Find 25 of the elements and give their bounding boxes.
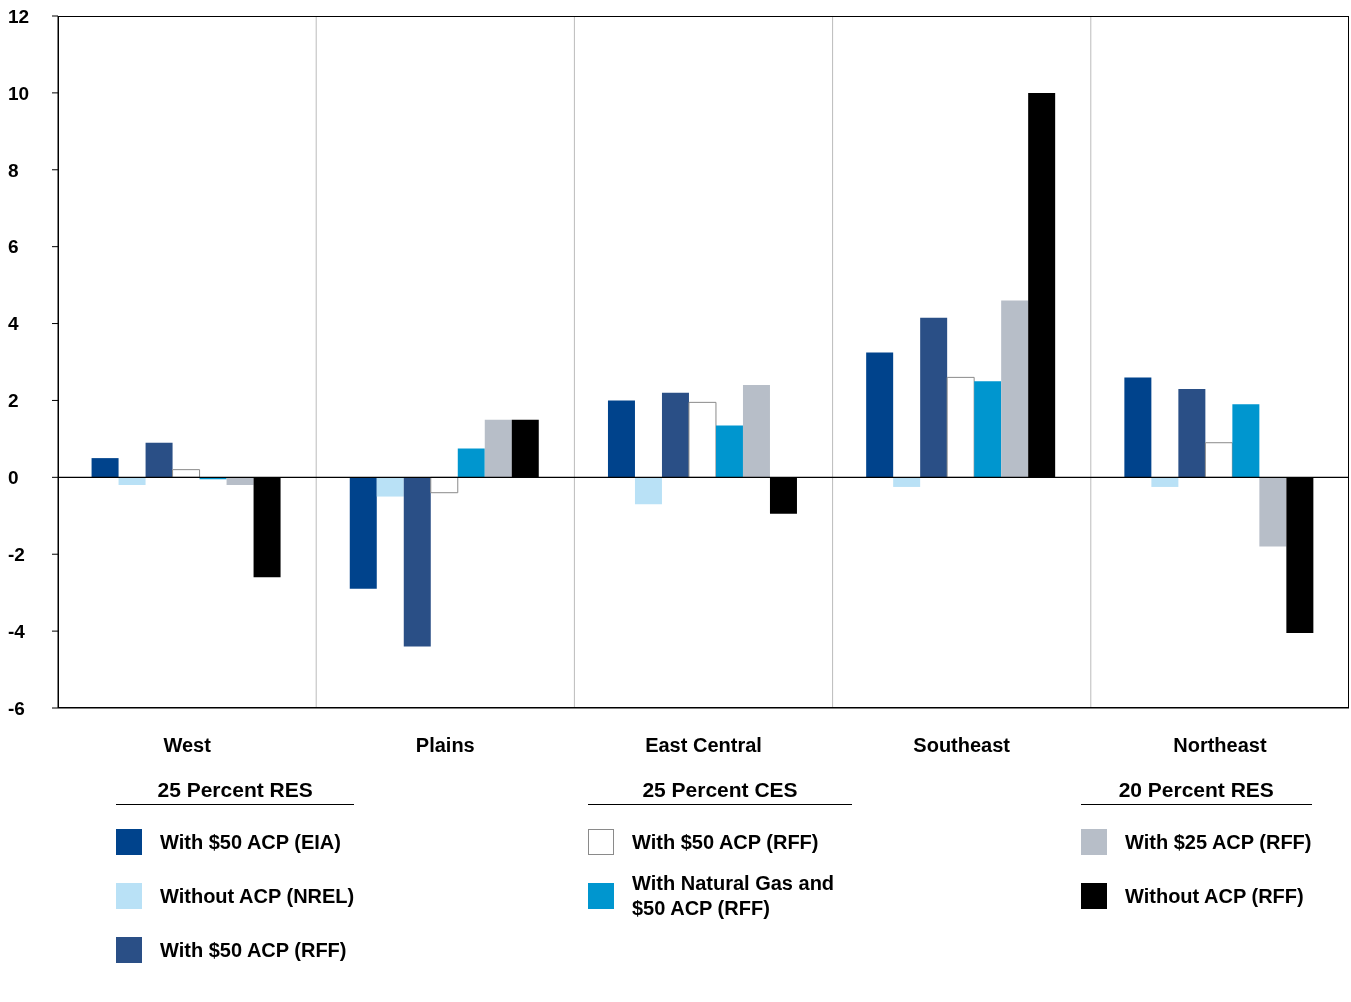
y-tick-label: 0 (8, 467, 19, 489)
legend-label: With $25 ACP (RFF) (1125, 829, 1312, 855)
text: 20 Percent RES (1081, 778, 1312, 805)
y-tick-label: 10 (8, 82, 30, 104)
legend-label: With $50 ACP (EIA) (160, 829, 341, 855)
x-tick-label: West (163, 734, 212, 757)
legend-label: Without ACP (RFF) (1125, 883, 1304, 909)
legend-label: With $50 ACP (RFF) (160, 937, 347, 963)
text: 25 Percent CES (588, 778, 852, 805)
y-tick-label: 2 (8, 390, 19, 412)
y-tick-label: -4 (8, 620, 26, 642)
x-tick-label: Plains (415, 734, 475, 757)
y-tick-label: -6 (8, 697, 25, 719)
x-tick-label: East Central (645, 734, 762, 757)
y-tick-label: 8 (8, 159, 19, 181)
x-tick-label: Northeast (1173, 734, 1267, 757)
legend-label: With $50 ACP (RFF) (632, 829, 819, 855)
text: 25 Percent RES (116, 778, 355, 805)
y-tick-label: 4 (8, 313, 19, 335)
legend-label: Without ACP (NREL) (160, 883, 355, 909)
x-tick-label: Southeast (913, 734, 1011, 757)
legend-label: With Natural Gas and $50 ACP (RFF) (632, 871, 836, 921)
y-tick-label: 12 (8, 5, 30, 27)
y-tick-label: -2 (8, 543, 25, 565)
y-tick-label: 6 (8, 236, 19, 258)
